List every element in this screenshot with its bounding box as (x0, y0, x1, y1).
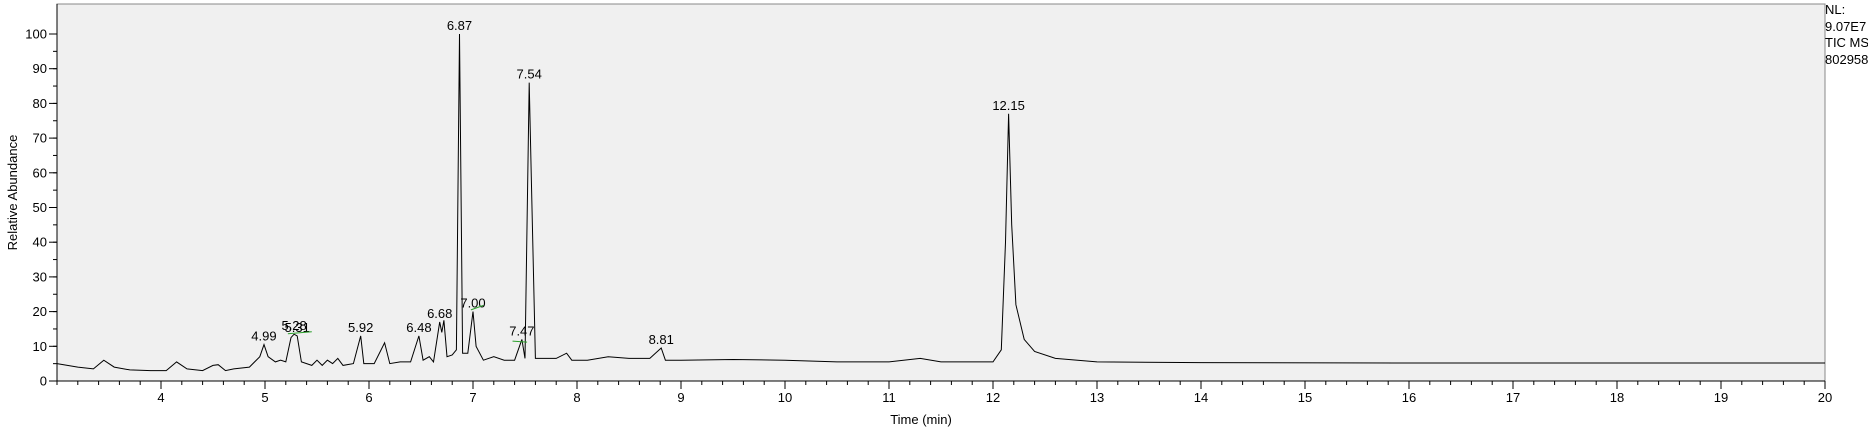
x-tick-label: 11 (882, 390, 896, 405)
plot-area (56, 3, 1826, 382)
peak-labels: 4.99 5.285.31 5.92 6.486.68 6.87 7.00 7.47 7.54… (251, 18, 1025, 347)
x-tick-label: 6 (365, 390, 372, 405)
y-tick-label: 100 (25, 27, 47, 42)
x-tick-label: 14 (1194, 390, 1208, 405)
x-tick-label: 16 (1402, 390, 1416, 405)
x-tick-label: 13 (1090, 390, 1104, 405)
scan-type: TIC MS (1825, 35, 1868, 50)
x-tick-label: 20 (1818, 390, 1832, 405)
y-tick-label: 60 (33, 165, 47, 180)
y-tick-label: 40 (33, 235, 47, 250)
x-tick-label: 17 (1506, 390, 1520, 405)
peak-label: 5.92 (348, 320, 373, 335)
scan-info-panel: NL: 9.07E7 TIC MS 802958 (1825, 2, 1868, 68)
peak-label: 4.99 (251, 329, 276, 344)
baseline-marker (470, 304, 484, 311)
x-tick-label: 19 (1714, 390, 1728, 405)
peak-label: 8.81 (649, 332, 674, 347)
y-axis-label: Relative Abundance (5, 135, 20, 251)
peak-label: 7.54 (517, 67, 542, 82)
y-tick-label: 80 (33, 96, 47, 111)
y-tick-label: 30 (33, 269, 47, 284)
nl-value: 9.07E7 (1825, 18, 1867, 34)
x-tick-label: 18 (1610, 390, 1624, 405)
peak-label: 7.00 (460, 296, 485, 311)
y-tick-label: 70 (33, 131, 47, 146)
x-axis-label: Time (min) (890, 412, 952, 427)
peak-label: 5.31 (285, 320, 310, 335)
scan-id: 802958 (1825, 51, 1868, 67)
x-tick-label: 15 (1298, 390, 1312, 405)
y-tick-label: 20 (33, 304, 47, 319)
peak-label: 5.28 (281, 318, 306, 333)
x-tick-label: 5 (261, 390, 268, 405)
x-tick-label: 12 (986, 390, 1000, 405)
x-tick-label: 8 (573, 390, 580, 405)
tic-trace-line (56, 33, 1825, 372)
baseline-marker (512, 340, 528, 343)
nl-label: NL: (1825, 2, 1846, 17)
y-tick-label: 90 (33, 61, 47, 76)
x-tick-label: 7 (469, 390, 476, 405)
x-tick-label: 9 (677, 390, 684, 405)
peak-label: 6.68 (427, 306, 452, 321)
x-tick-label: 4 (157, 390, 164, 405)
y-tick-label: 0 (40, 374, 47, 389)
peak-label: 7.47 (509, 323, 534, 338)
peak-label: 6.87 (447, 18, 472, 33)
baseline-marker (287, 331, 312, 335)
axes: 4 5 6 7 8 9 10 11 12 13 14 15 16 17 18 19 20 0 10 20 30 40 50 6… (25, 4, 1832, 405)
y-tick-label: 10 (33, 339, 47, 354)
peak-label: 12.15 (992, 98, 1025, 113)
y-tick-label: 50 (33, 200, 47, 215)
x-tick-label: 10 (778, 390, 792, 405)
peak-label: 6.48 (406, 320, 431, 335)
